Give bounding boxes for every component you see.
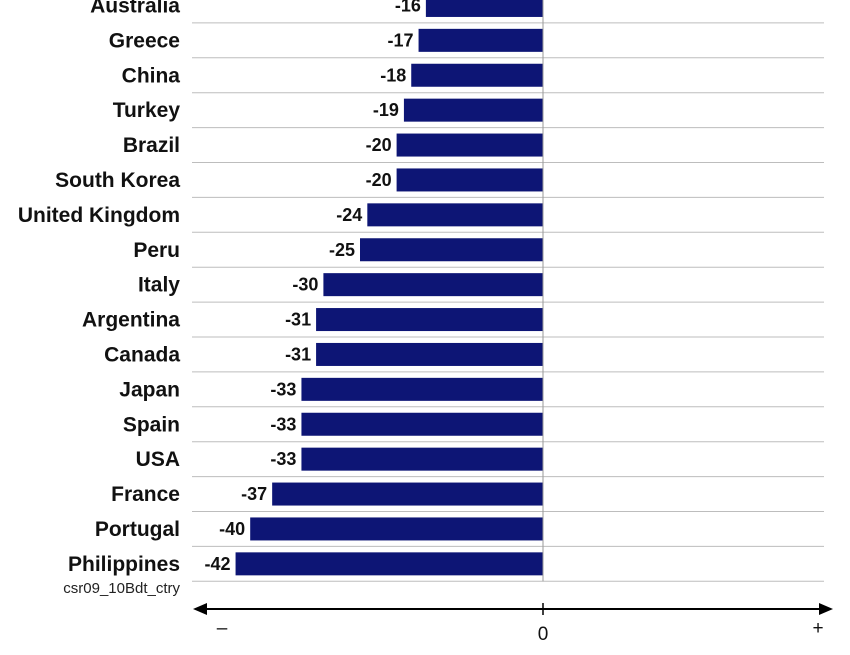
bar-italy	[323, 273, 543, 297]
bar-spain	[301, 412, 543, 436]
category-label: France	[111, 483, 180, 506]
value-label: -31	[285, 310, 311, 330]
bar-brazil	[396, 133, 543, 157]
axis-plus-label: +	[812, 618, 823, 639]
bar-argentina	[316, 308, 543, 332]
category-label: Australia	[90, 0, 180, 17]
bar-usa	[301, 447, 543, 471]
category-label: Brazil	[123, 134, 180, 157]
bar-canada	[316, 342, 543, 366]
category-label: Greece	[109, 29, 180, 52]
value-label: -20	[366, 135, 392, 155]
source-code-label: csr09_10Bdt_ctry	[63, 580, 180, 597]
x-axis: – 0 +	[193, 603, 833, 645]
bar-turkey	[403, 98, 543, 122]
category-label: Peru	[133, 239, 180, 262]
category-label: South Korea	[55, 169, 180, 192]
bar-greece	[418, 28, 543, 52]
bar-japan	[301, 377, 543, 401]
value-label: -20	[366, 170, 392, 190]
category-label: Philippines	[68, 553, 180, 576]
bar-australia	[425, 0, 543, 17]
value-label: -18	[380, 65, 406, 85]
category-label: Canada	[104, 343, 180, 366]
axis-arrow-right-icon	[819, 603, 833, 615]
bar-philippines	[235, 552, 543, 576]
category-label: Turkey	[113, 99, 181, 122]
value-label: -33	[270, 414, 296, 434]
value-label: -42	[205, 554, 231, 574]
labels: Australia -16 Greece -17 China -18 Turkey -19 Br…	[18, 0, 421, 576]
axis-minus-label: –	[217, 618, 228, 639]
value-label: -19	[373, 100, 399, 120]
bars	[235, 0, 543, 576]
value-label: -17	[388, 30, 414, 50]
category-label: China	[122, 64, 181, 87]
bar-portugal	[250, 517, 543, 541]
value-label: -30	[292, 275, 318, 295]
value-label: -37	[241, 484, 267, 504]
category-label: Japan	[119, 378, 180, 401]
value-label: -33	[270, 449, 296, 469]
axis-zero-label: 0	[538, 624, 549, 645]
bar-peru	[360, 238, 543, 262]
bar-south-korea	[396, 168, 543, 192]
value-label: -33	[270, 379, 296, 399]
category-label: Italy	[138, 274, 180, 297]
value-label: -25	[329, 240, 355, 260]
category-label: United Kingdom	[18, 204, 180, 227]
category-label: Argentina	[82, 309, 180, 332]
category-label: Portugal	[95, 518, 180, 541]
value-label: -31	[285, 344, 311, 364]
grid-lines	[192, 22, 824, 582]
value-label: -40	[219, 519, 245, 539]
value-label: -16	[395, 0, 421, 15]
category-label: USA	[136, 448, 180, 471]
bar-france	[272, 482, 543, 506]
value-label: -24	[336, 205, 362, 225]
axis-arrow-left-icon	[193, 603, 207, 615]
bar-china	[411, 63, 543, 87]
bar-united-kingdom	[367, 203, 543, 227]
category-label: Spain	[123, 413, 180, 436]
